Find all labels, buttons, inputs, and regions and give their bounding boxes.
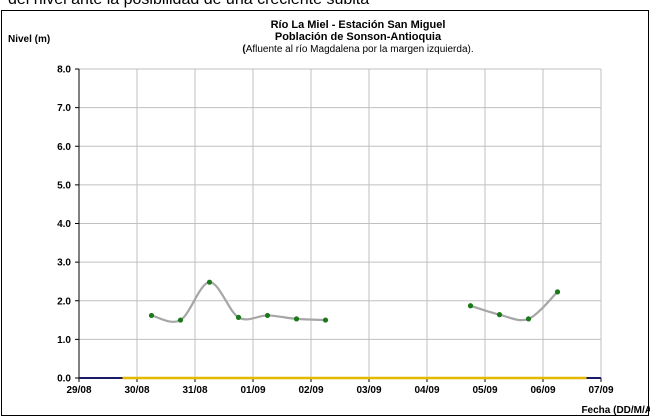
data-point	[293, 316, 300, 322]
data-point	[206, 279, 213, 285]
chart-subtitle-2-paren: (	[242, 44, 246, 55]
x-tick-label: 29/08	[66, 385, 91, 396]
series-markers	[148, 279, 561, 323]
y-axis-label: Nivel (m)	[8, 34, 50, 45]
data-point	[322, 317, 329, 323]
data-point	[554, 289, 561, 295]
data-point	[525, 316, 532, 322]
x-tick-label: 31/08	[182, 385, 207, 396]
x-tick-label: 05/09	[472, 385, 497, 396]
x-tick-label: 06/09	[530, 385, 555, 396]
y-tick-label: 3.0	[57, 258, 71, 269]
x-axis-label: Fecha (DD/M/AA)	[581, 405, 650, 416]
chart-title: Río La Miel - Estación San Miguel	[271, 19, 446, 31]
data-point	[148, 312, 155, 319]
grid-lines	[79, 68, 602, 378]
series-lines	[151, 281, 559, 323]
data-point	[235, 314, 242, 320]
y-tick-label: 2.0	[57, 296, 71, 307]
tick-labels: 0.0 1.0 2.0 3.0 4.0 5.0 6.0 7.0 8.0 29/08 30/08 31/…	[57, 65, 614, 397]
chart-subtitle-2-text: Afluente al río Magdalena por la margen …	[246, 44, 474, 55]
x-tick-label: 04/09	[414, 385, 439, 396]
data-point	[264, 312, 271, 319]
chart-canvas: Río La Miel - Estación San Miguel Poblac…	[8, 19, 650, 416]
series-line-segment	[470, 291, 559, 322]
y-tick-label: 4.0	[57, 219, 71, 230]
x-tick-label: 01/09	[240, 385, 265, 396]
data-point	[467, 303, 474, 309]
y-tick-label: 8.0	[57, 65, 71, 76]
top-caption: del nivel ante la posibilidad de una cre…	[8, 0, 369, 9]
chart-subtitle-2: (Afluente al río Magdalena por la margen…	[242, 44, 473, 55]
data-point	[177, 317, 184, 323]
x-tick-label: 03/09	[356, 385, 381, 396]
y-tick-label: 5.0	[57, 180, 71, 191]
y-tick-label: 6.0	[57, 142, 71, 153]
y-tick-label: 0.0	[57, 374, 71, 385]
x-tick-label: 02/09	[298, 385, 323, 396]
x-tick-label: 07/09	[588, 385, 613, 396]
y-tick-label: 1.0	[57, 335, 71, 346]
chart-frame: Río La Miel - Estación San Miguel Poblac…	[1, 10, 650, 416]
data-point	[496, 312, 503, 318]
axes	[75, 68, 602, 382]
y-tick-label: 7.0	[57, 103, 71, 114]
chart-subtitle: Población de Sonson-Antioquia	[275, 31, 442, 43]
x-tick-label: 30/08	[124, 385, 149, 396]
